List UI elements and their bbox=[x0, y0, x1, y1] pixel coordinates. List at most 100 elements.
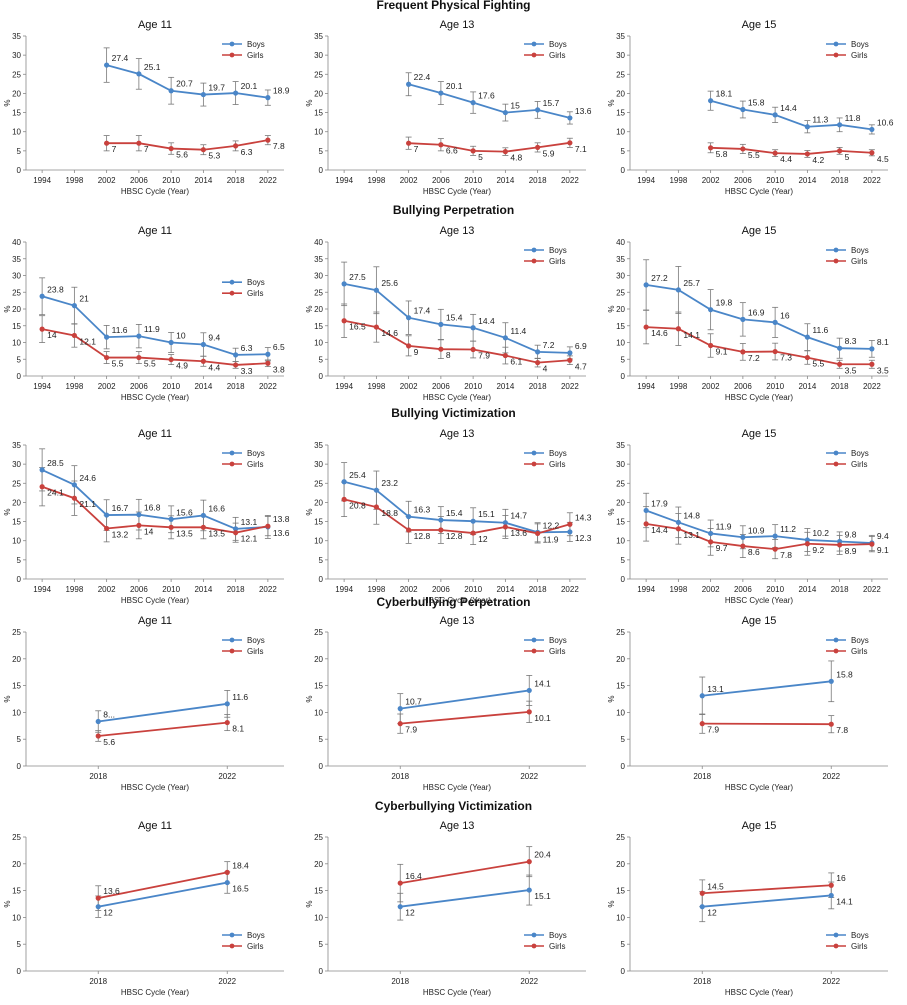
data-label-girls: 14 bbox=[144, 526, 154, 536]
y-tick-label: 20 bbox=[12, 655, 21, 664]
chart-title: Age 15 bbox=[742, 225, 777, 237]
y-axis-label: % bbox=[3, 99, 12, 106]
data-label-boys: 12 bbox=[103, 908, 113, 918]
data-point-girls bbox=[406, 140, 412, 146]
x-tick-label: 2022 bbox=[218, 772, 236, 781]
data-point-boys bbox=[502, 109, 508, 116]
x-tick-label: 2014 bbox=[798, 382, 816, 391]
data-point-boys bbox=[708, 98, 714, 104]
data-point-girls bbox=[438, 346, 444, 352]
series-line-boys bbox=[41, 469, 268, 530]
y-tick-label: 25 bbox=[12, 833, 21, 842]
data-point-boys bbox=[869, 346, 875, 352]
data-point-boys bbox=[708, 530, 714, 537]
data-point-boys bbox=[567, 115, 573, 121]
data-label-girls: 9 bbox=[414, 347, 419, 357]
y-tick-label: 25 bbox=[616, 479, 625, 488]
data-point-girls bbox=[39, 484, 45, 490]
y-tick-label: 35 bbox=[314, 441, 323, 450]
data-point-boys bbox=[406, 315, 412, 321]
x-tick-label: 2010 bbox=[766, 382, 784, 391]
data-label-boys: 16.6 bbox=[208, 503, 225, 513]
y-tick-label: 10 bbox=[616, 339, 625, 348]
data-point-girls bbox=[740, 349, 746, 355]
data-label-boys: 13.1 bbox=[707, 684, 724, 694]
data-label-girls: 6.3 bbox=[241, 147, 253, 157]
legend-marker-boys bbox=[531, 637, 537, 643]
data-label-girls: 18.4 bbox=[232, 860, 249, 870]
y-tick-label: 5 bbox=[319, 556, 324, 565]
y-tick-label: 25 bbox=[12, 628, 21, 637]
legend-marker-girls bbox=[833, 943, 839, 949]
data-label-boys: 12 bbox=[707, 908, 717, 918]
data-label-girls: 4.7 bbox=[575, 361, 587, 371]
legend: Boys Girls bbox=[524, 449, 567, 469]
y-tick-label: 25 bbox=[616, 288, 625, 297]
chart-panel: Age 13 0 5 10 15 20 25 30 35 1994 1998 2002 2006 2010… bbox=[305, 423, 596, 613]
data-label-girls: 13.1 bbox=[683, 530, 700, 540]
legend-marker-boys bbox=[229, 279, 235, 285]
data-label-boys: 20.7 bbox=[176, 79, 193, 89]
data-label-girls: 8.9 bbox=[845, 546, 857, 556]
legend-label-boys: Boys bbox=[851, 931, 869, 940]
x-tick-label: 1994 bbox=[33, 382, 51, 391]
data-label-girls: 20.8 bbox=[349, 500, 366, 510]
data-label-boys: 12.3 bbox=[575, 533, 592, 543]
y-tick-label: 5 bbox=[621, 556, 626, 565]
chart-svg: Age 15 0 5 10 15 20 25 30 35 1994 1998 2002 2006 2010… bbox=[607, 19, 894, 196]
data-label-girls: 9.7 bbox=[716, 543, 728, 553]
data-point-girls bbox=[535, 530, 541, 537]
data-label-girls: 21.1 bbox=[79, 499, 96, 509]
legend: Boys Girls bbox=[826, 449, 869, 469]
data-label-girls: 3.5 bbox=[877, 365, 889, 375]
x-tick-label: 1998 bbox=[65, 585, 83, 594]
data-point-girls bbox=[224, 719, 230, 726]
data-point-boys bbox=[740, 106, 746, 113]
y-tick-label: 20 bbox=[12, 860, 21, 869]
y-tick-label: 25 bbox=[12, 288, 21, 297]
data-point-girls bbox=[837, 361, 843, 367]
y-tick-label: 30 bbox=[616, 272, 625, 281]
section-title-cyberbullying-perpetration: Cyberbullying Perpetration bbox=[376, 595, 531, 609]
y-tick-label: 25 bbox=[616, 70, 625, 79]
x-tick-label: 2018 bbox=[529, 585, 547, 594]
y-tick-label: 20 bbox=[314, 498, 323, 507]
chart-svg: Age 15 0 5 10 15 20 25 30 35 1994 1998 2002 2006 2010… bbox=[607, 428, 889, 605]
data-label-girls: 3.8 bbox=[273, 364, 285, 374]
data-label-girls: 24.1 bbox=[47, 488, 64, 498]
y-tick-label: 35 bbox=[616, 441, 625, 450]
x-tick-label: 2022 bbox=[561, 585, 579, 594]
data-point-girls bbox=[470, 346, 476, 353]
data-label-boys: 14.8 bbox=[683, 510, 700, 520]
data-point-girls bbox=[675, 526, 681, 532]
chart-title: Age 15 bbox=[742, 428, 777, 440]
data-point-girls bbox=[708, 145, 714, 151]
data-point-girls bbox=[837, 542, 843, 548]
y-axis-label: % bbox=[3, 508, 12, 515]
legend-marker-boys bbox=[229, 637, 235, 643]
data-point-boys bbox=[71, 482, 77, 488]
data-label-girls: 12.1 bbox=[79, 336, 96, 346]
data-label-girls: 5.5 bbox=[112, 359, 124, 369]
data-point-girls bbox=[224, 869, 230, 875]
series-line-girls bbox=[646, 326, 872, 366]
data-label-boys: 14.7 bbox=[510, 511, 527, 521]
data-label-boys: 25.7 bbox=[683, 278, 700, 288]
data-label-boys: 6.9 bbox=[575, 341, 587, 351]
x-tick-label: 1998 bbox=[65, 176, 83, 185]
x-axis-label: HBSC Cycle (Year) bbox=[121, 988, 190, 997]
series-line-girls bbox=[400, 710, 530, 725]
chart-title: Age 13 bbox=[440, 615, 475, 627]
data-label-girls: 16.4 bbox=[405, 871, 422, 881]
x-tick-label: 1994 bbox=[335, 585, 353, 594]
data-label-girls: 14.6 bbox=[651, 328, 668, 338]
data-point-girls bbox=[526, 859, 532, 865]
legend-marker-girls bbox=[531, 943, 537, 949]
y-tick-label: 30 bbox=[314, 460, 323, 469]
series-line-boys bbox=[710, 99, 873, 131]
x-tick-label: 2006 bbox=[734, 382, 752, 391]
chart-svg: Age 15 0 5 10 15 20 25 2018 2022 HBSC Cycle (Year… bbox=[607, 615, 888, 792]
y-axis-label: % bbox=[305, 695, 314, 702]
y-tick-label: 0 bbox=[17, 575, 22, 584]
series-line-girls bbox=[702, 722, 832, 726]
